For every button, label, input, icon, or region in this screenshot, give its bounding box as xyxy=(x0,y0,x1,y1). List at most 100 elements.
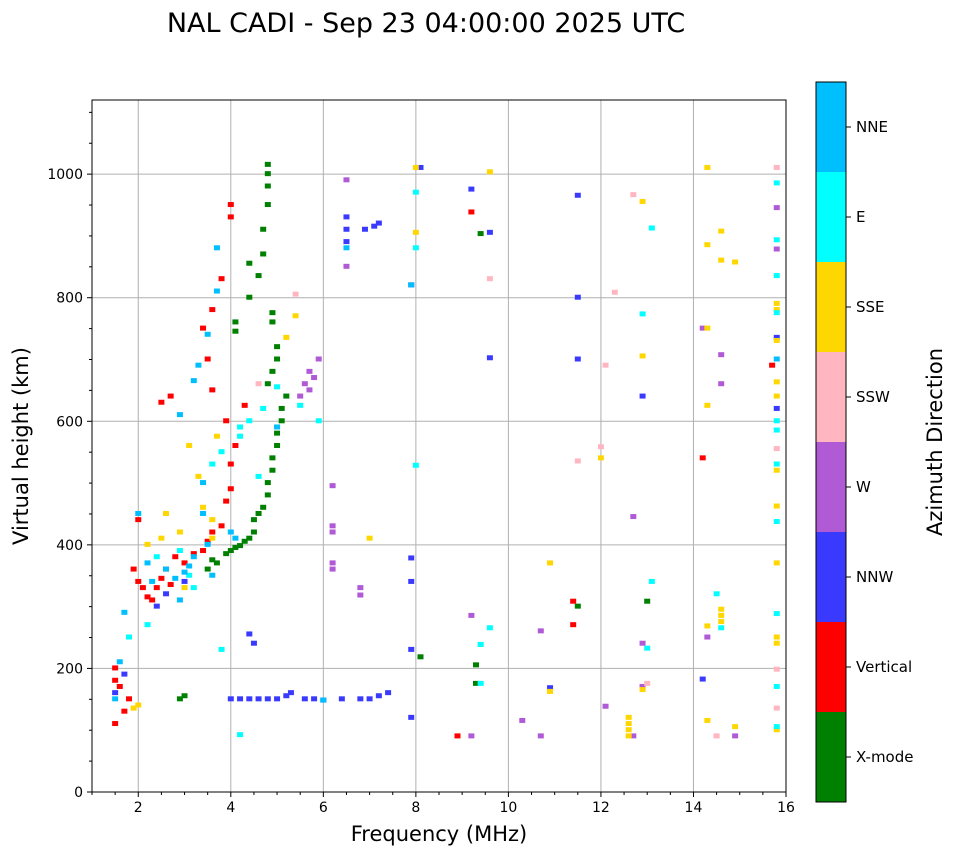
y-tick-label: 400 xyxy=(56,538,83,554)
data-point xyxy=(639,393,646,399)
data-point xyxy=(167,393,174,399)
data-point xyxy=(204,538,211,544)
data-point xyxy=(250,529,257,535)
colorbar-label-w: W xyxy=(856,478,871,496)
data-point xyxy=(163,510,170,516)
data-point xyxy=(264,696,271,702)
data-point xyxy=(625,727,632,733)
data-point xyxy=(773,705,780,711)
data-point xyxy=(283,693,290,699)
colorbar-segment-nnw xyxy=(816,532,846,622)
data-point xyxy=(699,455,706,461)
data-point xyxy=(176,597,183,603)
data-point xyxy=(158,575,165,581)
colorbar-segment-vertical xyxy=(816,622,846,712)
data-point xyxy=(237,424,244,430)
data-point xyxy=(704,717,711,723)
data-point xyxy=(204,566,211,572)
data-point xyxy=(181,585,188,591)
data-point xyxy=(486,169,493,175)
data-point xyxy=(232,544,239,550)
data-point xyxy=(597,455,604,461)
data-point xyxy=(704,402,711,408)
data-point xyxy=(260,405,267,411)
data-point xyxy=(570,622,577,628)
colorbar-segment-w xyxy=(816,442,846,532)
data-point xyxy=(190,378,197,384)
data-point xyxy=(213,560,220,566)
data-point xyxy=(408,555,415,561)
colorbar-label-x-mode: X-mode xyxy=(856,748,913,766)
data-point xyxy=(311,375,318,381)
colorbar-segment-ssw xyxy=(816,352,846,442)
data-point xyxy=(773,724,780,730)
data-point xyxy=(163,591,170,597)
data-point xyxy=(366,535,373,541)
data-point xyxy=(306,387,313,393)
data-point xyxy=(718,619,725,625)
data-point xyxy=(126,634,133,640)
plot-area: 2 4 6 8 10 12 14 16 0 200 400 600 800 1000 xyxy=(47,99,795,816)
data-point xyxy=(306,368,313,374)
x-tick-label: 14 xyxy=(685,800,703,816)
data-point xyxy=(630,514,637,520)
data-point xyxy=(283,334,290,340)
colorbar-frame xyxy=(815,81,847,803)
y-tick-label: 600 xyxy=(56,414,83,430)
x-tick-label: 10 xyxy=(499,800,517,816)
data-point xyxy=(227,202,234,208)
colorbar-label-ssw: SSW xyxy=(856,388,890,406)
data-point xyxy=(223,551,230,557)
data-point xyxy=(209,461,216,467)
data-point xyxy=(237,543,244,549)
data-point xyxy=(597,444,604,450)
data-point xyxy=(773,634,780,640)
data-point xyxy=(121,609,128,615)
data-point xyxy=(625,721,632,727)
data-point xyxy=(149,578,156,584)
data-point xyxy=(320,697,327,703)
data-point xyxy=(773,307,780,313)
data-point xyxy=(153,554,160,560)
data-point xyxy=(343,239,350,245)
data-point xyxy=(537,733,544,739)
data-point xyxy=(292,313,299,319)
data-point xyxy=(301,696,308,702)
data-point xyxy=(639,311,646,317)
data-point xyxy=(223,498,230,504)
x-tick-label: 4 xyxy=(226,800,235,816)
data-point xyxy=(644,645,651,651)
data-point xyxy=(227,214,234,220)
data-point xyxy=(375,220,382,226)
data-point xyxy=(315,356,322,362)
data-point xyxy=(773,640,780,646)
data-point xyxy=(574,294,581,300)
data-point xyxy=(255,473,262,479)
data-point xyxy=(547,688,554,694)
data-point xyxy=(232,535,239,541)
data-point xyxy=(250,640,257,646)
data-point xyxy=(648,578,655,584)
data-point xyxy=(718,228,725,234)
y-axis-ticks: 0 200 400 600 800 1000 xyxy=(47,111,92,801)
data-point xyxy=(537,628,544,634)
data-point xyxy=(218,449,225,455)
series-vertical xyxy=(112,202,776,739)
data-point xyxy=(486,276,493,282)
data-point xyxy=(153,603,160,609)
data-point xyxy=(274,430,281,436)
data-point xyxy=(329,529,336,535)
data-point xyxy=(218,276,225,282)
data-point xyxy=(274,696,281,702)
data-point xyxy=(255,696,262,702)
data-point xyxy=(630,192,637,198)
data-point xyxy=(260,251,267,257)
data-point xyxy=(274,443,281,448)
data-point xyxy=(181,693,188,699)
series-w xyxy=(297,177,780,739)
data-point xyxy=(732,733,739,739)
data-point xyxy=(149,597,156,603)
data-point xyxy=(486,625,493,631)
data-point xyxy=(209,307,216,313)
data-point xyxy=(232,319,239,325)
